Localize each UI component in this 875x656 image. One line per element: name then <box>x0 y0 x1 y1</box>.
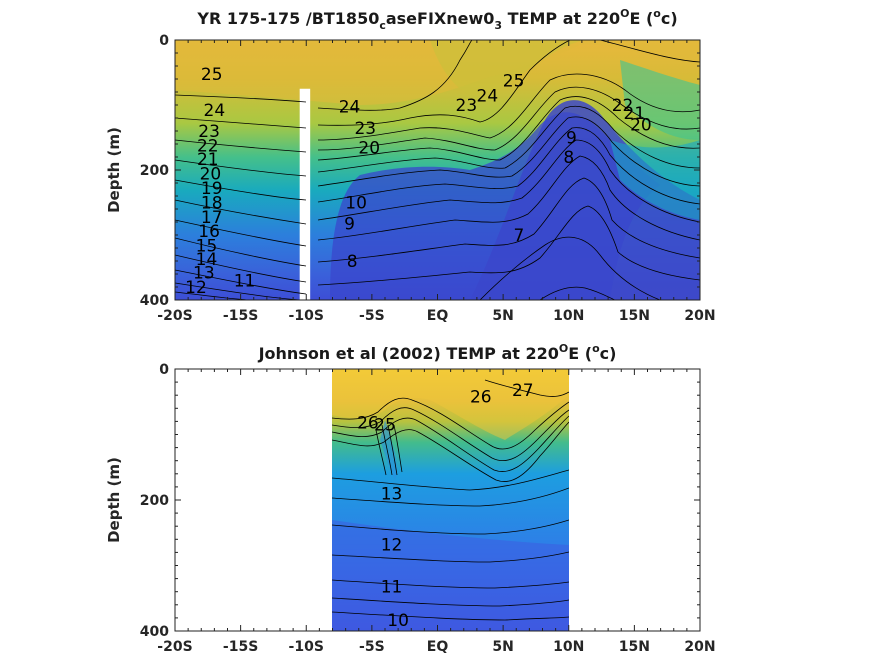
contour-label: 10 <box>345 194 367 214</box>
bottom-y-ticks: 0 200 400 <box>140 362 700 640</box>
x-tick-label: 15N <box>619 308 650 324</box>
x-tick-label: -10S <box>289 639 324 655</box>
contour-label: 25 <box>374 416 396 436</box>
contour-label: 23 <box>354 119 376 139</box>
bottom-y-axis-label: Depth (m) <box>105 457 123 543</box>
contour-label: 23 <box>198 122 220 142</box>
x-tick-label: -15S <box>223 308 258 324</box>
contour-label: 9 <box>344 214 355 234</box>
x-tick-label: EQ <box>427 639 449 655</box>
contour-label: 24 <box>477 86 499 106</box>
top-panel-title: YR 175-175 /BT1850caseFIXnew03 TEMP at 2… <box>196 7 677 32</box>
top-y-axis-label: Depth (m) <box>105 127 123 213</box>
contour-label: 22 <box>197 136 219 156</box>
contour-label: 11 <box>234 272 256 292</box>
x-tick-label: 10N <box>553 639 584 655</box>
contour-label: 17 <box>201 208 223 228</box>
contour-label: 9 <box>566 129 577 149</box>
contour-label: 12 <box>185 278 207 298</box>
x-tick-label: -20S <box>157 308 192 324</box>
contour-label: 26 <box>357 414 379 434</box>
top-x-ticks: -20S -15S -10S -5S EQ 5N 10N 15N 20N <box>157 40 716 324</box>
contour-label: 25 <box>201 65 223 85</box>
contour-label: 20 <box>200 164 222 184</box>
y-tick-label: 0 <box>159 33 169 49</box>
x-tick-label: 5N <box>492 639 513 655</box>
x-tick-label: 5N <box>492 308 513 324</box>
y-tick-label: 0 <box>159 362 169 378</box>
x-tick-label: -15S <box>223 639 258 655</box>
contour-lines <box>175 40 700 300</box>
bottom-field <box>332 369 569 631</box>
contour-label: 13 <box>381 484 403 504</box>
y-tick-label: 200 <box>140 163 169 179</box>
bottom-panel-title: Johnson et al (2002) TEMP at 220OE (oc) <box>258 342 617 363</box>
contour-label: 19 <box>201 179 223 199</box>
contour-label: 8 <box>563 148 574 168</box>
contour-label: 21 <box>197 150 219 170</box>
x-tick-label: 20N <box>684 639 715 655</box>
x-tick-label: 20N <box>684 308 715 324</box>
y-tick-label: 400 <box>140 293 169 309</box>
contour-label: 14 <box>196 250 218 270</box>
contour-label: 16 <box>198 222 220 242</box>
contour-label: 15 <box>196 236 218 256</box>
contour-label: 18 <box>201 194 223 214</box>
bottom-x-ticks: -20S -15S -10S -5S EQ 5N 10N 15N 20N <box>157 369 716 655</box>
contour-label: 23 <box>456 96 478 116</box>
contour-label: 26 <box>470 388 492 408</box>
contour-label: 21 <box>624 104 646 124</box>
contour-label: 22 <box>612 96 634 116</box>
contour-label: 10 <box>387 611 409 631</box>
x-tick-label: 10N <box>553 308 584 324</box>
x-tick-label: -5S <box>359 308 385 324</box>
contour-label: 12 <box>381 536 403 556</box>
contour-label: 20 <box>630 116 652 136</box>
contour-label: 25 <box>503 71 525 91</box>
contour-label: 7 <box>513 226 524 246</box>
x-tick-label: -5S <box>359 639 385 655</box>
y-tick-label: 200 <box>140 493 169 509</box>
x-tick-label: -20S <box>157 639 192 655</box>
x-tick-label: EQ <box>427 308 449 324</box>
contour-lines <box>332 379 569 621</box>
contour-label: 8 <box>347 252 358 272</box>
data-gap <box>299 88 311 300</box>
contour-label: 20 <box>358 138 380 158</box>
x-tick-label: -10S <box>289 308 324 324</box>
x-tick-label: 15N <box>619 639 650 655</box>
top-y-ticks: 0 200 400 <box>140 33 700 309</box>
bottom-panel: Johnson et al (2002) TEMP at 220OE (oc) <box>105 342 716 655</box>
top-field <box>175 40 700 300</box>
contour-label: 13 <box>193 264 215 284</box>
top-panel: YR 175-175 /BT1850caseFIXnew03 TEMP at 2… <box>105 7 716 324</box>
contour-label: 24 <box>339 97 361 117</box>
contour-label: 11 <box>381 577 403 597</box>
contour-label: 24 <box>204 101 226 121</box>
contour-label: 27 <box>512 381 534 401</box>
y-tick-label: 400 <box>140 624 169 640</box>
